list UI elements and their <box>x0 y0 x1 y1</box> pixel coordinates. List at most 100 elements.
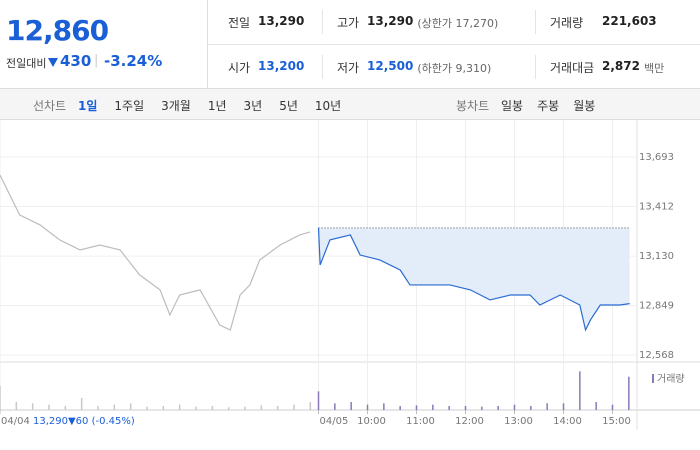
baseline-area <box>318 227 630 331</box>
x-tick-label: 04/05 <box>320 416 349 427</box>
volume-bar <box>464 406 467 410</box>
change-label: 전일대비 <box>6 57 47 70</box>
tab-bar <box>0 88 700 120</box>
tab[interactable]: 1주일 <box>114 99 145 113</box>
legend-swatch <box>652 374 654 383</box>
footer-info: 13,290▼60 (-0.45%) <box>33 416 135 427</box>
volume-bar <box>562 403 565 410</box>
tab[interactable]: 3년 <box>243 99 263 113</box>
volume-bar <box>481 406 483 410</box>
chart: 04/04 04/05 10:00 11:00 12:00 13:00 14:00 15:00… <box>0 120 700 430</box>
stat-value: 221,603 <box>602 14 657 28</box>
volume-bar <box>415 405 418 410</box>
volume-bar <box>80 398 83 410</box>
divider <box>208 44 700 45</box>
stat-label: 전일 <box>228 16 251 30</box>
volume-bar <box>0 386 1 410</box>
stat-value: 2,872 <box>602 59 640 73</box>
volume-bar <box>530 406 532 410</box>
y-tick-label: 13,693 <box>639 152 674 163</box>
volume-bar <box>211 406 214 410</box>
volume-bar <box>293 404 295 410</box>
volume-bar <box>129 403 132 410</box>
stat-value: 13,200 <box>258 59 305 73</box>
tab-group-label: 봉차트 <box>456 99 490 113</box>
volume-bar <box>628 376 630 410</box>
y-tick-label: 12,568 <box>639 350 674 361</box>
volume-bar <box>260 405 263 410</box>
volume-bar <box>513 404 516 410</box>
y-tick-label: 13,412 <box>639 201 674 212</box>
volume-bar <box>195 406 197 410</box>
volume-bar <box>113 404 116 410</box>
tab[interactable]: 월봉 <box>573 99 596 113</box>
x-tick-label: 15:00 <box>602 416 631 427</box>
divider <box>535 10 536 34</box>
stat-label: 거래대금 <box>550 61 595 75</box>
x-tick-label: 11:00 <box>406 416 435 427</box>
volume-bar <box>334 403 336 410</box>
volume-bar <box>432 404 434 410</box>
change-pct: -3.24% <box>104 52 163 70</box>
volume-bar <box>579 371 581 410</box>
tab[interactable]: 일봉 <box>501 99 524 113</box>
stat-label: 고가 <box>337 16 360 30</box>
y-tick-label: 12,849 <box>639 301 674 312</box>
volume-bar <box>276 406 279 410</box>
divider <box>207 0 208 88</box>
volume-bar <box>31 403 34 410</box>
stat-value: 13,290 <box>367 14 414 28</box>
tab[interactable]: 1년 <box>207 99 227 113</box>
volume-bar <box>366 404 369 410</box>
tab[interactable]: 10년 <box>314 99 342 113</box>
volume-bar <box>48 404 50 410</box>
stat-value: 12,500 <box>367 59 414 73</box>
volume-bar <box>162 406 165 410</box>
volume-bar <box>227 407 230 410</box>
stat-label: 거래량 <box>550 16 584 30</box>
divider <box>322 10 323 34</box>
divider <box>535 55 536 79</box>
x-tick-label: 13:00 <box>504 416 533 427</box>
change: 430 <box>60 52 92 70</box>
separator: | <box>94 53 99 68</box>
stat-sub: (하한가 9,310) <box>417 62 492 75</box>
volume-bar <box>317 391 320 410</box>
volume-bar <box>595 402 597 410</box>
stat-label: 시가 <box>228 61 251 75</box>
volume-bar <box>399 406 401 410</box>
tab[interactable]: 주봉 <box>537 99 560 113</box>
x-tick-label: 04/04 <box>1 416 30 427</box>
volume-bar <box>15 402 18 410</box>
volume-bar <box>244 406 246 410</box>
tab[interactable]: 5년 <box>279 99 298 113</box>
down-arrow <box>48 58 58 67</box>
volume-bar <box>383 403 385 410</box>
stat-label: 저가 <box>337 61 360 75</box>
divider <box>322 55 323 79</box>
y-tick-label: 13,130 <box>639 251 674 262</box>
volume-bar <box>497 406 499 410</box>
volume-bar <box>350 402 352 410</box>
volume-bar <box>178 404 181 410</box>
volume-bar <box>64 406 67 410</box>
volume-bar <box>146 406 148 410</box>
tab-group-label: 선차트 <box>33 99 67 113</box>
x-tick-label: 14:00 <box>553 416 582 427</box>
volume-bar <box>97 406 99 410</box>
volume-bar <box>309 402 312 410</box>
stat-sub: 백만 <box>643 62 665 75</box>
current-price: 12,860 <box>6 14 109 47</box>
stat-sub: (상한가 17,270) <box>417 17 499 30</box>
legend-label: 거래량 <box>657 373 685 385</box>
volume-bar <box>546 403 548 410</box>
price-line <box>317 227 630 332</box>
x-tick-label: 10:00 <box>357 416 386 427</box>
stat-value: 13,290 <box>258 14 305 28</box>
tab[interactable]: 3개월 <box>161 99 191 113</box>
volume-bar <box>448 406 450 410</box>
tab[interactable]: 1일 <box>78 99 98 113</box>
volume-bar <box>611 404 614 410</box>
x-tick-label: 12:00 <box>455 416 484 427</box>
